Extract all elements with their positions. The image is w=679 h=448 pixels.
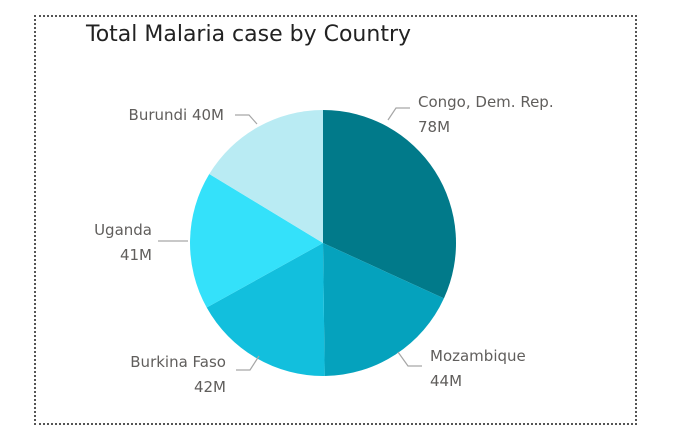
pie-slice-mozambique[interactable] (323, 243, 444, 376)
leader-line (235, 114, 258, 125)
data-label-category: Congo, Dem. Rep. (418, 93, 554, 111)
leader-line (397, 351, 422, 367)
data-label-category: Mozambique (430, 347, 526, 365)
leader-line (387, 107, 410, 121)
data-label-category: Uganda (94, 221, 152, 239)
pie-slice-congo-dem-rep[interactable] (323, 110, 457, 299)
data-label-category: Burundi 40M (129, 106, 224, 124)
visual-container (34, 15, 637, 425)
chart-title: Total Malaria case by Country (86, 22, 412, 47)
pie-slice-burundi[interactable] (209, 110, 323, 243)
data-label-value: 42M (194, 378, 226, 396)
data-label-value: 44M (430, 372, 462, 390)
data-label-category: Burkina Faso (130, 353, 226, 371)
data-label-value: 78M (418, 118, 450, 136)
pie-slice-burkina-faso[interactable] (206, 243, 325, 377)
data-label-value: 41M (120, 246, 152, 264)
leader-line (236, 355, 260, 371)
pie-slice-uganda[interactable] (190, 174, 323, 308)
